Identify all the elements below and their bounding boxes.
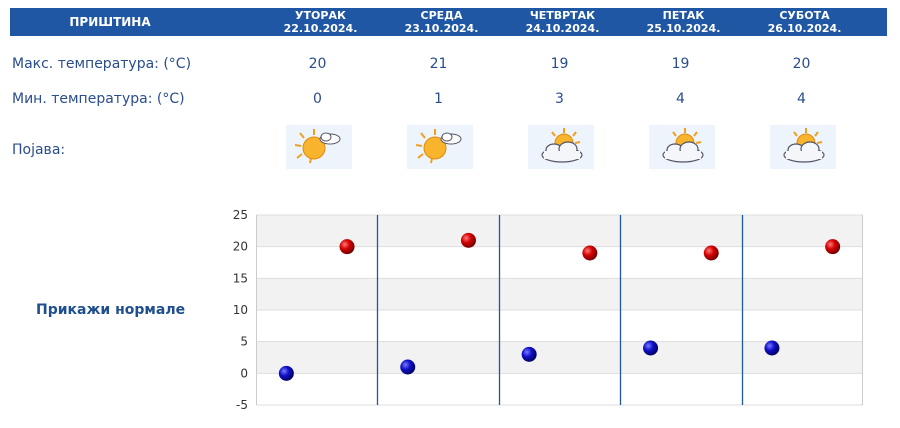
chart-band (256, 246, 863, 279)
y-tick-label: 25 (233, 208, 248, 222)
day-name: ПЕТАК (662, 9, 705, 22)
day-date: 26.10.2024. (767, 22, 842, 35)
min-temp-label: Мин. температура: (°C) (12, 91, 185, 107)
max-temp-point (339, 239, 355, 255)
day-header-1: УТОРАК 22.10.2024. (260, 8, 381, 37)
day-name: ЧЕТВРТАК (529, 9, 596, 22)
day-header-3: ЧЕТВРТАК 24.10.2024. (502, 8, 623, 37)
min-temp-point (278, 365, 294, 381)
y-tick-label: 10 (233, 303, 248, 317)
max-temp-value: 20 (308, 56, 327, 72)
y-tick-label: 15 (233, 271, 248, 285)
chart-band (256, 341, 863, 374)
chart-bands (256, 215, 863, 405)
max-temp-label: Макс. температура: (°C) (12, 56, 192, 72)
chart-points (278, 232, 841, 381)
max-temp-value: 21 (429, 56, 448, 72)
y-tick-label: -5 (236, 398, 248, 412)
max-temp-point (460, 232, 476, 248)
chart-band (256, 278, 863, 310)
y-tick-label: 0 (240, 366, 248, 380)
day-name: СУБОТА (779, 9, 830, 22)
day-header-5: СУБОТА 26.10.2024. (744, 8, 865, 37)
day-name: УТОРАК (295, 9, 346, 22)
partly-cloudy-icon (770, 125, 836, 169)
y-tick-label: 5 (240, 335, 248, 349)
max-temp-point (703, 245, 719, 261)
chart-day-dividers (376, 215, 744, 405)
min-temp-point (400, 359, 416, 375)
day-header-2: СРЕДА 23.10.2024. (381, 8, 502, 37)
phenomenon-label: Појава: (12, 142, 66, 158)
day-name: СРЕДА (420, 9, 463, 22)
max-temp-point (582, 245, 598, 261)
y-tick-label: 20 (233, 240, 248, 254)
day-date: 24.10.2024. (525, 22, 600, 35)
max-temp-point (825, 239, 841, 255)
min-temp-value: 0 (313, 91, 322, 107)
chart-band (256, 373, 863, 405)
min-temp-point (521, 346, 537, 362)
day-date: 25.10.2024. (646, 22, 721, 35)
min-temp-value: 4 (676, 91, 685, 107)
day-date: 23.10.2024. (404, 22, 479, 35)
sun-behind-small-cloud-icon (286, 125, 352, 169)
partly-cloudy-icon (649, 125, 715, 169)
city-name: ПРИШТИНА (69, 15, 151, 29)
min-temp-point (764, 340, 780, 356)
max-temp-value: 19 (671, 56, 690, 72)
partly-cloudy-icon (528, 125, 594, 169)
sun-behind-small-cloud-icon (407, 125, 473, 169)
min-temp-point (643, 340, 659, 356)
min-temp-value: 1 (434, 91, 443, 107)
min-temp-value: 3 (555, 91, 564, 107)
min-temp-value: 4 (797, 91, 806, 107)
day-date: 22.10.2024. (283, 22, 358, 35)
chart-band (256, 310, 863, 342)
chart-y-ticks: 25 20 15 10 5 0 -5 (233, 208, 248, 412)
max-temp-value: 20 (792, 56, 811, 72)
chart-grid (256, 214, 863, 406)
show-normals-link[interactable]: Прикажи нормале (36, 302, 186, 318)
day-header-4: ПЕТАК 25.10.2024. (623, 8, 744, 37)
forecast-header: ПРИШТИНА УТОРАК 22.10.2024. СРЕДА 23.10.… (10, 8, 887, 36)
chart-band (256, 215, 863, 247)
max-temp-value: 19 (550, 56, 569, 72)
